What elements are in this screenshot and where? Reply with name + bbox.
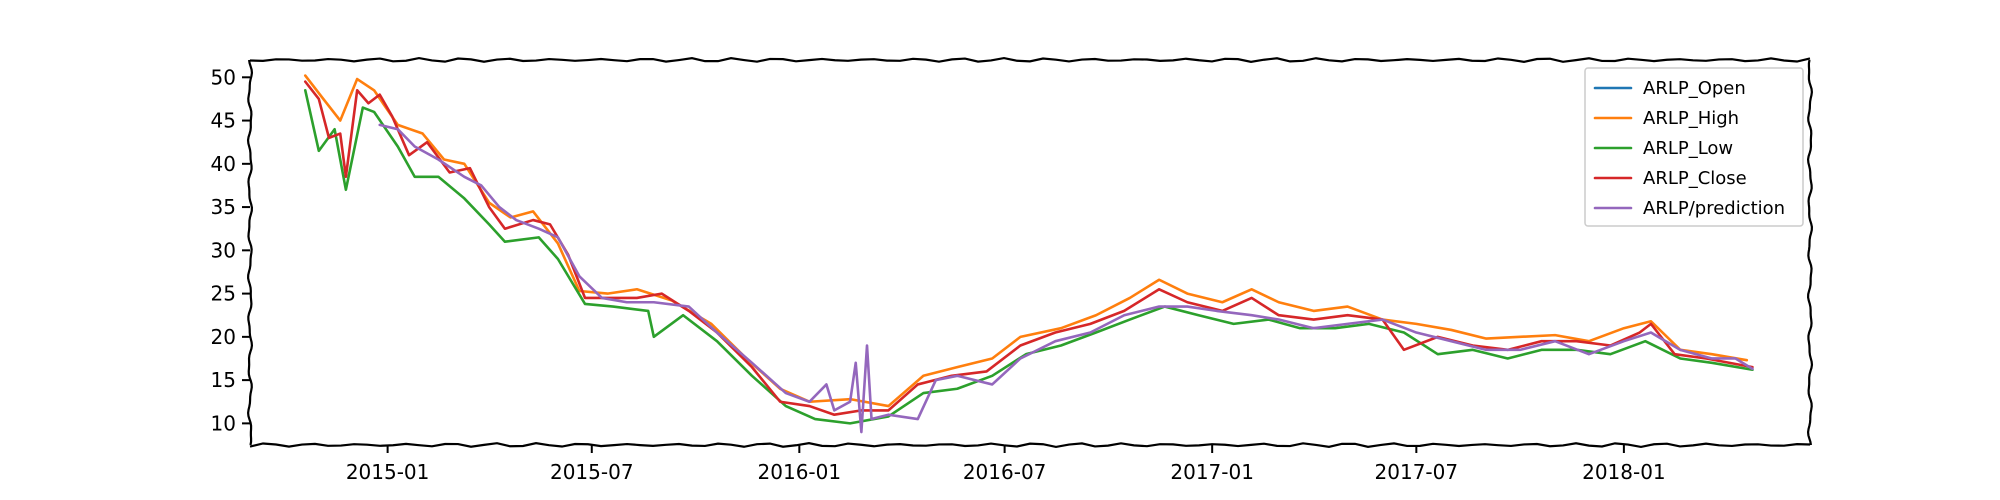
legend-label: ARLP_High: [1643, 108, 1739, 129]
series-line-arlp-close: [303, 80, 1754, 417]
series-layer: [303, 74, 1754, 434]
x-tick-label: 2016-01: [758, 460, 842, 484]
y-tick-label: 20: [211, 325, 236, 349]
y-tick-label: 10: [211, 411, 236, 435]
axis-top-spine: [249, 56, 1811, 63]
x-tick-label: 2015-01: [346, 460, 430, 484]
x-tick-label: 2017-01: [1170, 460, 1254, 484]
axis-bottom-spine: [249, 442, 1811, 449]
legend-box: [1584, 67, 1804, 227]
y-tick-label: 35: [211, 195, 236, 219]
legend-label: ARLP/prediction: [1643, 198, 1785, 219]
legend-layer: ARLP_Open ARLP_High ARLP_Low ARLP_Close ARLP…: [1584, 67, 1804, 227]
x-tick-label: 2017-07: [1375, 460, 1459, 484]
x-tick-label: 2016-07: [963, 460, 1047, 484]
y-tick-label: 30: [211, 238, 236, 262]
series-line-arlp-prediction: [378, 123, 1754, 434]
x-tick-label: 2015-07: [550, 460, 634, 484]
legend-label: ARLP_Low: [1643, 138, 1733, 159]
y-tick-label: 15: [211, 368, 236, 392]
x-tick-label: 2018-01: [1582, 460, 1666, 484]
legend-label: ARLP_Open: [1643, 78, 1746, 99]
series-line-arlp-high: [303, 74, 1749, 408]
y-tick-label: 40: [211, 152, 236, 176]
axes-layer: 10 15 20 25 30 35 40 45 50 2015-01 2015-07 2016-01 2…: [211, 56, 1814, 484]
series-line-arlp-low: [303, 88, 1754, 425]
axis-left-spine: [246, 59, 254, 446]
y-tick-label: 25: [211, 282, 236, 306]
axis-right-spine: [1806, 59, 1814, 446]
y-tick-label: 50: [211, 65, 236, 89]
legend-label: ARLP_Close: [1643, 168, 1747, 189]
y-tick-label: 45: [211, 109, 236, 133]
